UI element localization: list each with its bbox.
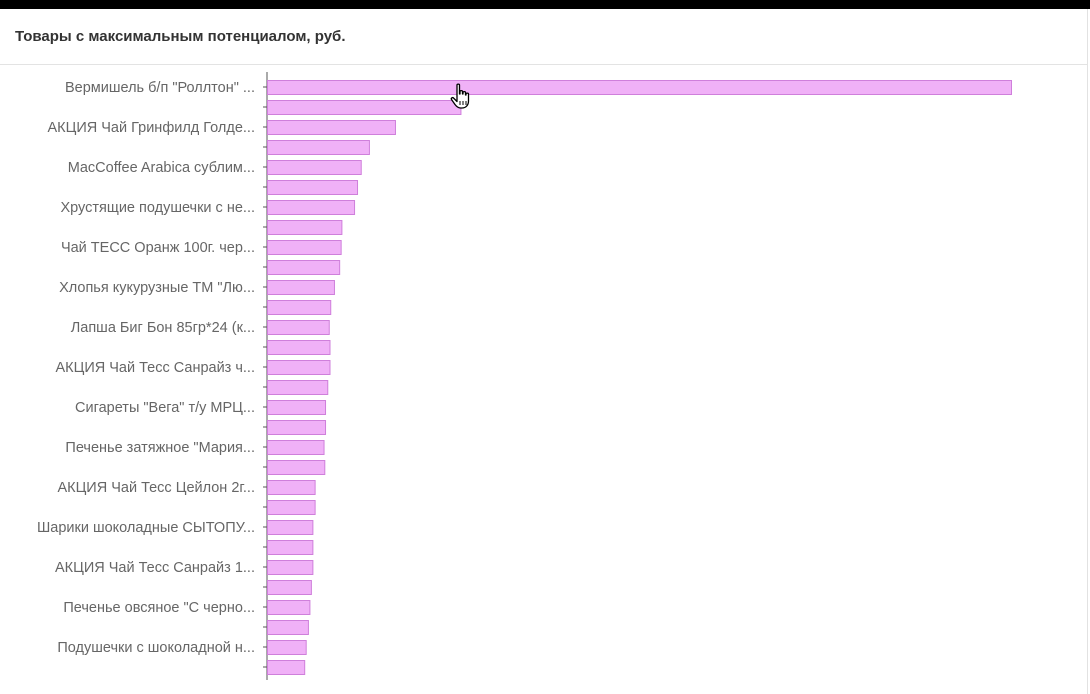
panel-header: Товары с максимальным потенциалом, руб.	[0, 9, 1087, 65]
bar[interactable]	[267, 280, 335, 295]
panel-title: Товары с максимальным потенциалом, руб.	[15, 28, 346, 45]
category-label: Печенье затяжное "Мария...	[65, 440, 255, 456]
bar[interactable]	[267, 620, 309, 635]
bar[interactable]	[267, 360, 331, 375]
bar[interactable]	[267, 640, 307, 655]
category-label: АКЦИЯ Чай Тесс Цейлон 2г...	[57, 480, 255, 496]
category-label: Вермишель б/п "Роллтон" ...	[65, 80, 255, 96]
bar[interactable]	[267, 500, 316, 515]
category-label: Шарики шоколадные СЫТОПУ...	[37, 520, 255, 536]
bar[interactable]	[267, 320, 330, 335]
category-label: Печенье овсяное "С черно...	[63, 600, 255, 616]
bar[interactable]	[267, 300, 332, 315]
category-label: Подушечки с шоколадной н...	[57, 640, 255, 656]
bar[interactable]	[267, 160, 362, 175]
category-label: Чай ТЕСС Оранж 100г. чер...	[61, 240, 255, 256]
bar[interactable]	[267, 560, 314, 575]
window-top-bar	[0, 0, 1090, 9]
bar[interactable]	[267, 660, 306, 675]
bar[interactable]	[267, 480, 316, 495]
category-label: Лапша Биг Бон 85гр*24 (к...	[71, 320, 255, 336]
category-label: Сигареты "Вега" т/у МРЦ...	[75, 400, 255, 416]
bar[interactable]	[267, 420, 327, 435]
bar[interactable]	[267, 440, 325, 455]
bar[interactable]	[267, 100, 462, 115]
category-label: Хлопья кукурузные ТМ "Лю...	[59, 280, 255, 296]
bar[interactable]	[267, 140, 370, 155]
category-label: Хрустящие подушечки с не...	[60, 200, 255, 216]
bar[interactable]	[267, 120, 396, 135]
bar[interactable]	[267, 540, 314, 555]
category-label: АКЦИЯ Чай Тесс Санрайз 1...	[55, 560, 255, 576]
bar[interactable]	[267, 580, 312, 595]
bar[interactable]	[267, 460, 326, 475]
chart-panel: Товары с максимальным потенциалом, руб.	[0, 9, 1088, 694]
bar[interactable]	[267, 240, 342, 255]
hand-pointer-icon	[450, 83, 470, 109]
category-label: MacCoffee Arabica сублим...	[68, 160, 255, 176]
bar[interactable]	[267, 600, 311, 615]
bar[interactable]	[267, 180, 359, 195]
bar[interactable]	[267, 200, 356, 215]
bar[interactable]	[267, 340, 331, 355]
bar[interactable]	[267, 380, 329, 395]
category-label: АКЦИЯ Чай Гринфилд Голде...	[47, 120, 255, 136]
bar[interactable]	[267, 80, 1012, 95]
bar[interactable]	[267, 400, 327, 415]
category-label: АКЦИЯ Чай Тесс Санрайз ч...	[55, 360, 255, 376]
bar[interactable]	[267, 220, 343, 235]
bar[interactable]	[267, 520, 314, 535]
bar[interactable]	[267, 260, 341, 275]
